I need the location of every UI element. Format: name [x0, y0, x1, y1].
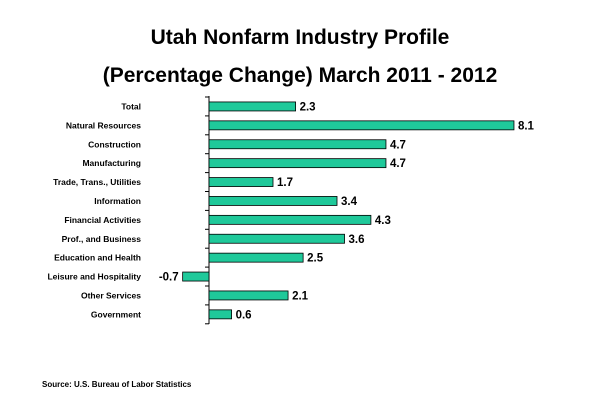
bar: [208, 101, 296, 112]
bar: [208, 290, 289, 301]
data-label: 2.3: [300, 101, 316, 113]
bar: [208, 214, 372, 225]
data-label: 4.7: [390, 139, 406, 151]
category-label: Construction: [88, 139, 141, 149]
bar: [208, 139, 387, 150]
data-label: 4.3: [375, 215, 391, 227]
data-label: 3.6: [349, 234, 365, 246]
data-label: 3.4: [341, 196, 358, 208]
bar: [182, 271, 210, 282]
chart-title: Utah Nonfarm Industry Profile: [150, 26, 450, 49]
data-label: 2.5: [307, 253, 324, 265]
category-label: Manufacturing: [82, 158, 141, 168]
bar: [208, 309, 232, 320]
category-label: Government: [91, 309, 141, 319]
data-label: 0.6: [236, 309, 252, 321]
chart-subtitle: (Percentage Change) March 2011 - 2012: [102, 64, 498, 87]
category-label: Other Services: [81, 290, 141, 300]
category-label: Trade, Trans., Utilities: [53, 177, 141, 187]
bar: [208, 120, 515, 131]
bar: [208, 158, 387, 169]
category-label: Prof., and Business: [62, 234, 142, 244]
category-label: Education and Health: [54, 253, 141, 263]
bar: [208, 196, 338, 206]
category-label: Leisure and Hospitality: [47, 272, 141, 282]
bar: [208, 233, 345, 244]
source-note: Source: U.S. Bureau of Labor Statistics: [42, 380, 192, 389]
data-label: -0.7: [159, 272, 179, 284]
data-label: 8.1: [518, 120, 535, 132]
category-label: Total: [121, 101, 141, 111]
category-label: Information: [94, 196, 141, 206]
data-label: 2.1: [292, 290, 309, 302]
data-label: 4.7: [390, 158, 406, 170]
category-label: Natural Resources: [66, 120, 141, 130]
bar: [208, 252, 304, 263]
category-label: Financial Activities: [64, 215, 141, 225]
bar: [208, 177, 274, 187]
data-label: 1.7: [277, 177, 293, 189]
